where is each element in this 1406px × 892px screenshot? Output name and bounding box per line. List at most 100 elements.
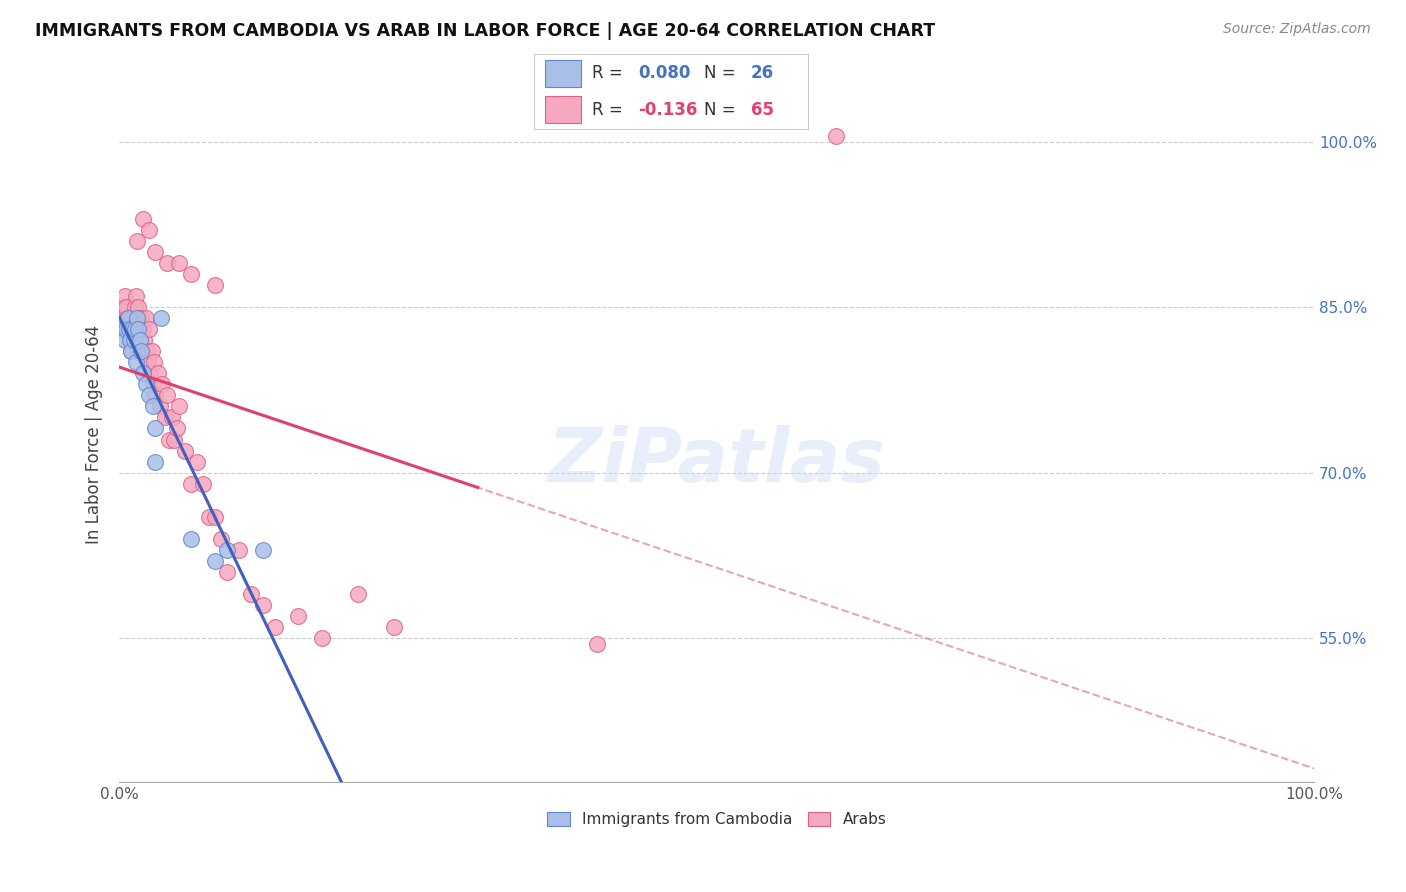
Point (180, 267, 202, 281)
Point (215, 542, 238, 557)
Point (382, 620, 405, 634)
Point (167, 400, 190, 414)
Point (128, 333, 150, 347)
Point (146, 367, 169, 381)
Point (125, 355, 148, 369)
Point (186, 454, 208, 468)
Text: 0.080: 0.080 (638, 64, 690, 82)
Point (135, 344, 157, 359)
Point (118, 322, 141, 336)
Point (160, 410, 183, 425)
Point (138, 388, 160, 402)
Point (159, 433, 181, 447)
Point (129, 344, 152, 359)
Text: ZiPatlas: ZiPatlas (548, 425, 886, 499)
Point (127, 322, 149, 336)
Point (139, 367, 162, 381)
Point (127, 311, 149, 326)
Point (135, 311, 157, 326)
Point (143, 388, 166, 402)
Bar (546, 96, 581, 123)
Point (204, 554, 226, 568)
Point (166, 421, 188, 435)
Point (586, 637, 609, 651)
Point (209, 532, 232, 546)
Legend: Immigrants from Cambodia, Arabs: Immigrants from Cambodia, Arabs (541, 805, 893, 833)
Point (156, 256, 179, 270)
Point (115, 300, 138, 314)
Point (117, 311, 139, 326)
Text: 26: 26 (751, 64, 773, 82)
Text: N =: N = (704, 101, 741, 119)
Point (118, 333, 141, 347)
Point (115, 322, 138, 336)
Text: Source: ZipAtlas.com: Source: ZipAtlas.com (1223, 22, 1371, 37)
Point (134, 333, 156, 347)
Y-axis label: In Labor Force | Age 20-64: In Labor Force | Age 20-64 (86, 325, 103, 543)
Text: IMMIGRANTS FROM CAMBODIA VS ARAB IN LABOR FORCE | AGE 20-64 CORRELATION CHART: IMMIGRANTS FROM CAMBODIA VS ARAB IN LABO… (35, 22, 935, 40)
Point (252, 598, 274, 612)
Point (191, 476, 214, 491)
Point (204, 509, 226, 524)
Point (132, 211, 155, 226)
Point (347, 587, 370, 601)
Point (124, 300, 146, 314)
Text: 65: 65 (751, 101, 773, 119)
Point (138, 322, 160, 336)
Point (142, 377, 165, 392)
Point (228, 542, 250, 557)
Point (132, 367, 155, 381)
Point (311, 631, 333, 645)
Point (121, 311, 143, 326)
Point (252, 542, 274, 557)
Point (149, 400, 172, 414)
Point (127, 300, 149, 314)
Point (122, 333, 145, 347)
Point (150, 377, 173, 392)
Point (131, 344, 153, 359)
Point (120, 344, 142, 359)
Point (198, 509, 221, 524)
Point (117, 311, 139, 326)
Point (163, 433, 186, 447)
Point (143, 244, 166, 259)
Point (111, 311, 134, 326)
Point (239, 587, 262, 601)
Point (132, 322, 155, 336)
Point (114, 333, 136, 347)
Point (180, 532, 202, 546)
Point (263, 620, 285, 634)
Point (127, 311, 149, 326)
Point (121, 322, 143, 336)
Text: N =: N = (704, 64, 741, 82)
Point (114, 289, 136, 303)
Point (204, 278, 226, 293)
Point (135, 377, 157, 392)
Text: R =: R = (592, 64, 628, 82)
Point (138, 223, 160, 237)
Point (141, 344, 163, 359)
Point (153, 410, 176, 425)
Point (156, 388, 179, 402)
Point (118, 333, 141, 347)
Point (129, 311, 152, 326)
Text: -0.136: -0.136 (638, 101, 697, 119)
Point (122, 322, 145, 336)
Point (215, 565, 238, 579)
Point (142, 400, 165, 414)
Point (124, 322, 146, 336)
Point (143, 454, 166, 468)
Text: R =: R = (592, 101, 628, 119)
Point (167, 256, 190, 270)
Point (112, 300, 135, 314)
Point (142, 355, 165, 369)
Bar (546, 60, 581, 87)
Point (118, 322, 141, 336)
Point (127, 234, 149, 248)
Point (120, 344, 142, 359)
Point (150, 311, 173, 326)
Point (136, 355, 159, 369)
Point (174, 443, 197, 458)
Point (128, 322, 150, 336)
Point (180, 476, 202, 491)
